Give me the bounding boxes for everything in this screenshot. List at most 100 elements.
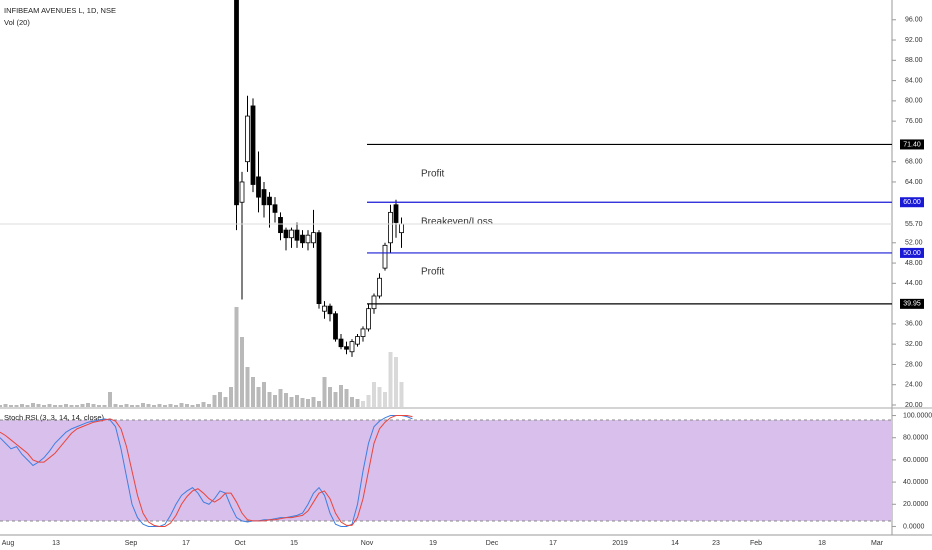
candle-body — [289, 229, 294, 239]
volume-bar — [212, 395, 217, 407]
volume-bar — [3, 404, 8, 407]
volume-bar — [240, 337, 244, 407]
x-tick-label: 18 — [818, 540, 826, 547]
x-tick-label: Feb — [750, 540, 762, 547]
price-layer — [234, 0, 404, 357]
volume-bar — [289, 397, 294, 407]
volume-bar — [234, 307, 239, 407]
volume-bar — [229, 387, 233, 407]
level-label-box — [900, 298, 924, 309]
candle-body — [371, 295, 377, 310]
y-tick-label: 28.00 — [905, 361, 923, 368]
candle-body — [338, 338, 344, 348]
x-tick-label: 14 — [671, 540, 679, 547]
candle-body — [311, 232, 316, 244]
volume-bar — [201, 402, 206, 407]
volume-bar — [75, 405, 79, 407]
candle-body — [245, 115, 250, 163]
volume-bar — [86, 403, 90, 407]
volume-bar — [295, 395, 299, 407]
y-tick-label: 96.00 — [905, 17, 923, 24]
volume-bar — [174, 405, 178, 407]
volume-bar — [267, 392, 272, 407]
y-tick-label: 36.00 — [905, 321, 923, 328]
volume-bar — [284, 393, 288, 407]
y-tick-label: 48.00 — [905, 260, 923, 267]
level-label: 50.00 — [903, 250, 921, 257]
volume-bar — [58, 405, 63, 407]
level-label-box — [900, 247, 924, 258]
x-tick-label: 19 — [429, 540, 437, 547]
stoch-line — [0, 415, 413, 527]
y-tick-label: 20.00 — [905, 402, 923, 409]
x-tick-label: Oct — [235, 540, 246, 547]
stoch-band — [0, 420, 892, 521]
y-tick-label: 44.00 — [905, 280, 923, 287]
volume-bar — [47, 404, 52, 407]
y-tick-label: 80.00 — [905, 98, 923, 105]
volume-bar — [273, 395, 277, 407]
volume-bar — [124, 404, 129, 407]
y-tick-label: 88.00 — [905, 57, 923, 64]
candle-body — [300, 234, 305, 244]
volume-bar — [146, 404, 151, 407]
volume-bar — [399, 382, 404, 407]
x-tick-label: Nov — [361, 540, 374, 547]
volume-bar — [53, 405, 57, 407]
annotation: Profit — [421, 267, 445, 278]
volume-bar — [36, 404, 41, 407]
volume-bar — [262, 382, 266, 407]
level-label: 71.40 — [903, 141, 921, 148]
x-tick-label: 17 — [549, 540, 557, 547]
level-label-box — [900, 139, 924, 150]
volume-bar — [366, 395, 371, 407]
volume-bar — [394, 357, 398, 407]
volume-bar — [91, 404, 96, 407]
volume-bar — [322, 377, 327, 407]
volume-bar — [42, 405, 46, 407]
volume-bar — [135, 405, 140, 407]
y-tick-label: 32.00 — [905, 341, 923, 348]
candle-body — [393, 204, 399, 223]
indicator-label: Stoch RSI (3, 3, 14, 14, close) — [4, 413, 105, 422]
y-tick-label: 92.00 — [905, 37, 923, 44]
volume-bar — [14, 405, 19, 407]
candle-body — [316, 232, 322, 305]
volume-layer — [0, 307, 404, 407]
y-tick-label: 52.00 — [905, 240, 923, 247]
candle-body — [283, 229, 289, 239]
y-tick-label: 84.00 — [905, 77, 923, 84]
level-label: 60.00 — [903, 199, 921, 206]
volume-bar — [20, 404, 24, 407]
volume-bar — [361, 401, 365, 407]
candle-body — [278, 217, 283, 234]
stoch-y-tick-label: 100.0000 — [903, 412, 932, 419]
annotation: Profit — [421, 169, 445, 180]
x-tick-label: 23 — [712, 540, 720, 547]
candle-body — [333, 313, 338, 340]
volume-bar — [383, 392, 387, 407]
volume-bar — [64, 404, 68, 407]
volume-bar — [80, 404, 85, 407]
last-price-label: 55.70 — [905, 221, 923, 228]
candle-body — [250, 105, 256, 185]
volume-bar — [339, 385, 343, 407]
candle-body — [377, 277, 382, 297]
candle-body — [366, 308, 371, 330]
volume-bar — [311, 397, 316, 407]
volume-bar — [185, 404, 189, 407]
volume-bar — [190, 405, 195, 407]
volume-bar — [25, 405, 30, 407]
candle-body — [305, 234, 311, 244]
x-tick-label: 15 — [290, 540, 298, 547]
candle-body — [382, 244, 388, 269]
candle-body — [355, 336, 360, 345]
candle-body — [256, 176, 261, 198]
volume-bar — [179, 403, 184, 407]
volume-bar — [97, 405, 101, 407]
stoch-line — [0, 415, 413, 527]
x-tick-label: 2019 — [612, 540, 628, 547]
candle-body — [294, 229, 300, 241]
volume-bar — [256, 387, 261, 407]
